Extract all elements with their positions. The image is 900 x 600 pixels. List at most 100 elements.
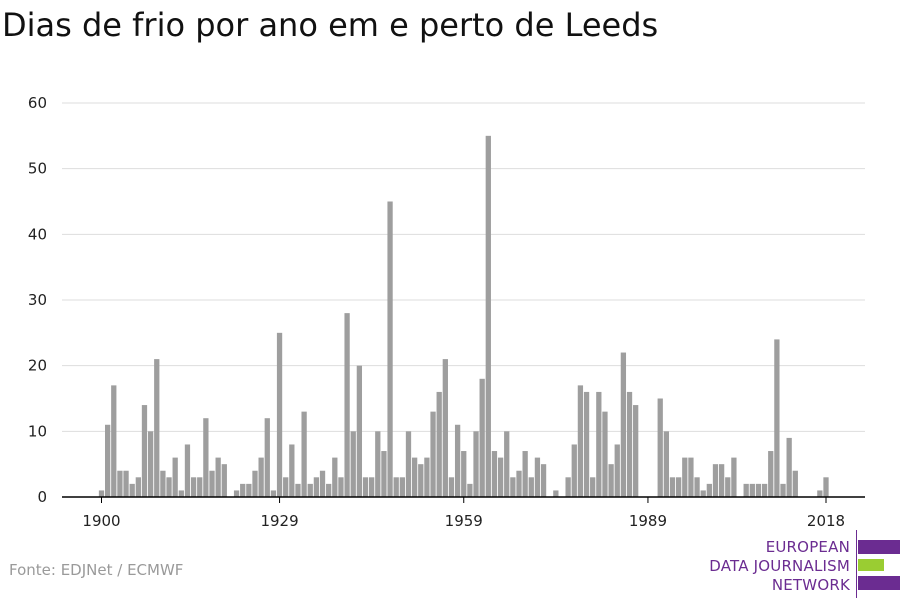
bar bbox=[596, 391, 602, 497]
bar bbox=[178, 490, 184, 497]
bar bbox=[246, 483, 252, 497]
bar bbox=[147, 431, 154, 497]
y-tick-label: 60 bbox=[28, 94, 47, 112]
bar bbox=[424, 457, 430, 497]
bar bbox=[387, 201, 393, 497]
bar bbox=[485, 135, 491, 498]
bar bbox=[301, 411, 307, 497]
bar bbox=[774, 339, 780, 497]
bar bbox=[792, 470, 798, 497]
bar bbox=[141, 405, 148, 497]
bar bbox=[411, 457, 418, 497]
bar bbox=[344, 313, 350, 497]
bar bbox=[258, 457, 264, 497]
bar bbox=[626, 391, 633, 497]
bar bbox=[467, 483, 473, 497]
x-tick-label: 1989 bbox=[629, 512, 667, 530]
logo-line-network: NETWORK bbox=[771, 576, 850, 594]
bar bbox=[694, 477, 700, 497]
x-tick-labels: 1900 1929 1959 1989 2018 bbox=[82, 512, 845, 530]
bar bbox=[418, 464, 424, 497]
bar bbox=[160, 470, 166, 497]
chart-title: Dias de frio por ano em e perto de Leeds bbox=[2, 6, 659, 44]
bar bbox=[184, 444, 191, 497]
bar bbox=[706, 483, 712, 497]
bar bbox=[362, 477, 369, 497]
bar bbox=[221, 464, 227, 497]
bar bbox=[540, 464, 547, 497]
bar bbox=[620, 352, 627, 497]
bar bbox=[633, 405, 639, 497]
bar bbox=[313, 477, 320, 497]
bar bbox=[399, 477, 405, 497]
bar bbox=[786, 437, 792, 497]
cold-days-chart: 0 10 20 30 40 50 60 1900 1929 1959 1989 2018 bbox=[28, 94, 865, 530]
bar bbox=[197, 477, 203, 497]
y-tick-label: 10 bbox=[28, 422, 47, 440]
bar bbox=[712, 464, 719, 497]
logo-bar-purple-top bbox=[858, 540, 900, 554]
bar bbox=[430, 411, 436, 497]
bar bbox=[166, 477, 172, 497]
bar bbox=[381, 451, 387, 497]
bar bbox=[240, 483, 246, 497]
x-tick-label: 1929 bbox=[260, 512, 298, 530]
bar bbox=[129, 483, 135, 497]
y-tick-label: 20 bbox=[28, 357, 47, 375]
bar bbox=[307, 483, 313, 497]
bar bbox=[700, 490, 706, 497]
bar bbox=[583, 391, 590, 497]
bar bbox=[614, 444, 620, 497]
y-tick-label: 40 bbox=[28, 225, 47, 243]
bar bbox=[295, 483, 301, 497]
bar bbox=[356, 365, 363, 497]
bar bbox=[516, 470, 522, 497]
bar bbox=[350, 431, 356, 497]
bars bbox=[98, 135, 829, 498]
bar bbox=[326, 483, 332, 497]
bar bbox=[215, 457, 221, 497]
bar bbox=[768, 451, 774, 497]
bar bbox=[338, 477, 344, 497]
bar bbox=[577, 385, 584, 497]
bar bbox=[135, 477, 141, 497]
bar bbox=[725, 477, 731, 497]
bar bbox=[233, 490, 240, 497]
bar bbox=[731, 457, 737, 497]
bar bbox=[473, 431, 479, 497]
bar bbox=[669, 477, 676, 497]
bar bbox=[276, 332, 283, 497]
bar bbox=[454, 424, 461, 497]
bar bbox=[823, 477, 829, 497]
edjnet-logo: EUROPEAN DATA JOURNALISM NETWORK bbox=[700, 528, 900, 600]
bar bbox=[608, 464, 614, 497]
logo-divider bbox=[856, 530, 857, 598]
bar bbox=[491, 451, 498, 497]
bar bbox=[393, 477, 399, 497]
y-tick-label: 0 bbox=[37, 488, 47, 506]
bar bbox=[688, 457, 694, 497]
bar bbox=[448, 477, 455, 497]
x-tick-label: 2018 bbox=[807, 512, 845, 530]
bar bbox=[172, 457, 178, 497]
bar bbox=[111, 385, 117, 497]
bar bbox=[375, 431, 381, 497]
bar bbox=[528, 477, 534, 497]
bar bbox=[369, 477, 375, 497]
bar bbox=[590, 477, 596, 497]
x-axis bbox=[62, 496, 865, 503]
bar bbox=[264, 418, 270, 497]
bar bbox=[602, 411, 608, 497]
bar bbox=[283, 477, 289, 497]
x-tick-label: 1900 bbox=[82, 512, 120, 530]
bar bbox=[252, 470, 258, 497]
bar bbox=[553, 490, 559, 497]
bar bbox=[203, 418, 209, 497]
y-tick-labels: 0 10 20 30 40 50 60 bbox=[28, 94, 47, 506]
bar bbox=[682, 457, 688, 497]
logo-bar-purple-bottom bbox=[858, 576, 900, 590]
bar bbox=[663, 431, 670, 497]
y-tick-label: 50 bbox=[28, 160, 47, 178]
bar bbox=[479, 378, 485, 497]
bar bbox=[209, 470, 215, 497]
